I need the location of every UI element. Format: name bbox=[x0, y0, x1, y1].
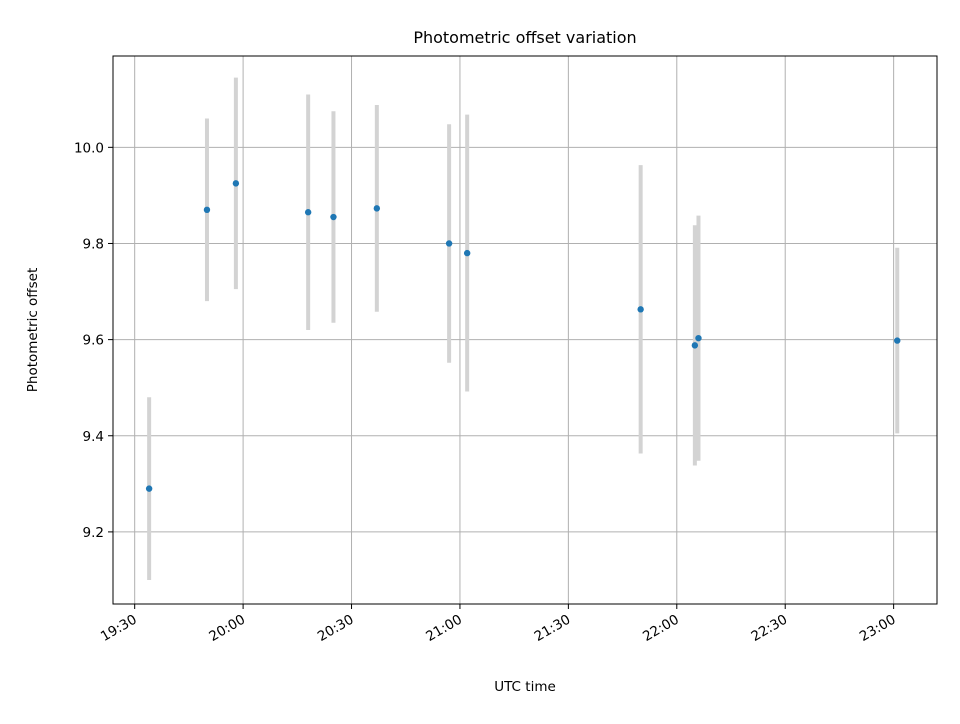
data-points bbox=[145, 180, 901, 492]
y-tick-label: 9.6 bbox=[83, 333, 104, 349]
y-axis-label: Photometric offset bbox=[25, 268, 41, 392]
data-point bbox=[304, 209, 312, 216]
data-point bbox=[445, 240, 453, 247]
data-point bbox=[637, 306, 644, 313]
x-axis-label: UTC time bbox=[494, 679, 556, 695]
y-axis-ticks: 9.2 9.4 9.6 9.8 10.0 bbox=[74, 140, 113, 541]
data-point bbox=[894, 337, 901, 344]
data-point bbox=[203, 206, 211, 214]
data-point bbox=[691, 342, 699, 349]
y-tick-label: 9.2 bbox=[83, 525, 104, 541]
chart-title: Photometric offset variation bbox=[413, 28, 636, 47]
data-point bbox=[695, 334, 702, 342]
grid bbox=[113, 56, 937, 604]
data-point bbox=[145, 485, 153, 492]
data-point bbox=[463, 249, 471, 257]
data-point bbox=[373, 205, 381, 212]
y-tick-label: 10.0 bbox=[74, 140, 104, 156]
data-point bbox=[232, 180, 240, 187]
y-tick-label: 9.4 bbox=[83, 429, 104, 445]
plot-frame bbox=[112, 55, 938, 605]
data-point bbox=[330, 213, 337, 221]
y-tick-label: 9.8 bbox=[83, 236, 104, 252]
